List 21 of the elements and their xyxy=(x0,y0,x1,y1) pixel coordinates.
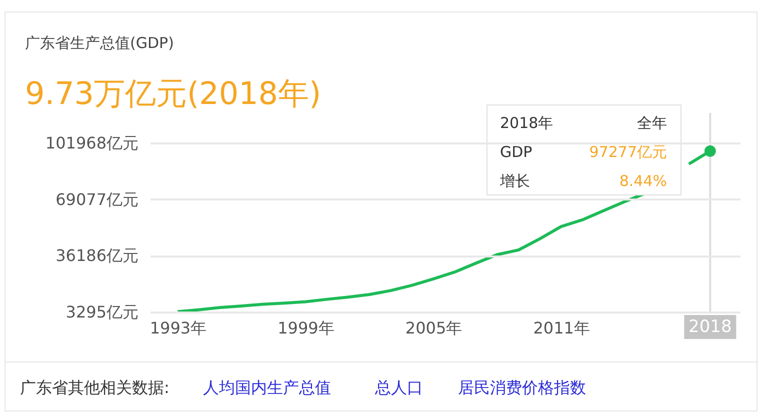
text: 2018年 xyxy=(500,114,554,132)
chart-subtitle: 9.73万亿元(2018年) xyxy=(25,76,322,112)
y-tick-label: 36186亿元 xyxy=(56,246,138,266)
text: 全年 xyxy=(637,114,667,132)
x-tick-label: 2005年 xyxy=(405,318,462,338)
y-tick-label: 101968亿元 xyxy=(45,134,138,152)
y-tick-label: 69077亿元 xyxy=(56,190,138,209)
x-tick-label: 2011年 xyxy=(533,318,590,338)
annotation: GDP xyxy=(500,143,532,161)
text: 广东省其他相关数据: xyxy=(20,378,170,397)
annotation: 增长 xyxy=(499,172,530,190)
chart-title: 广东省生产总值(GDP) xyxy=(25,34,174,52)
x-tick-label: 1999年 xyxy=(278,318,334,338)
text: 人均国内生产总值 xyxy=(203,378,331,397)
text: 居民消费价格指数 xyxy=(458,378,586,397)
x-tick-label: 1993年 xyxy=(150,318,207,338)
annotation: 97277亿元 xyxy=(589,143,667,161)
annotation: 8.44% xyxy=(619,172,667,190)
y-tick-label: 3295亿元 xyxy=(66,302,138,322)
text: 总人口 xyxy=(374,378,423,397)
ref-line-label: 2018 xyxy=(688,317,732,337)
